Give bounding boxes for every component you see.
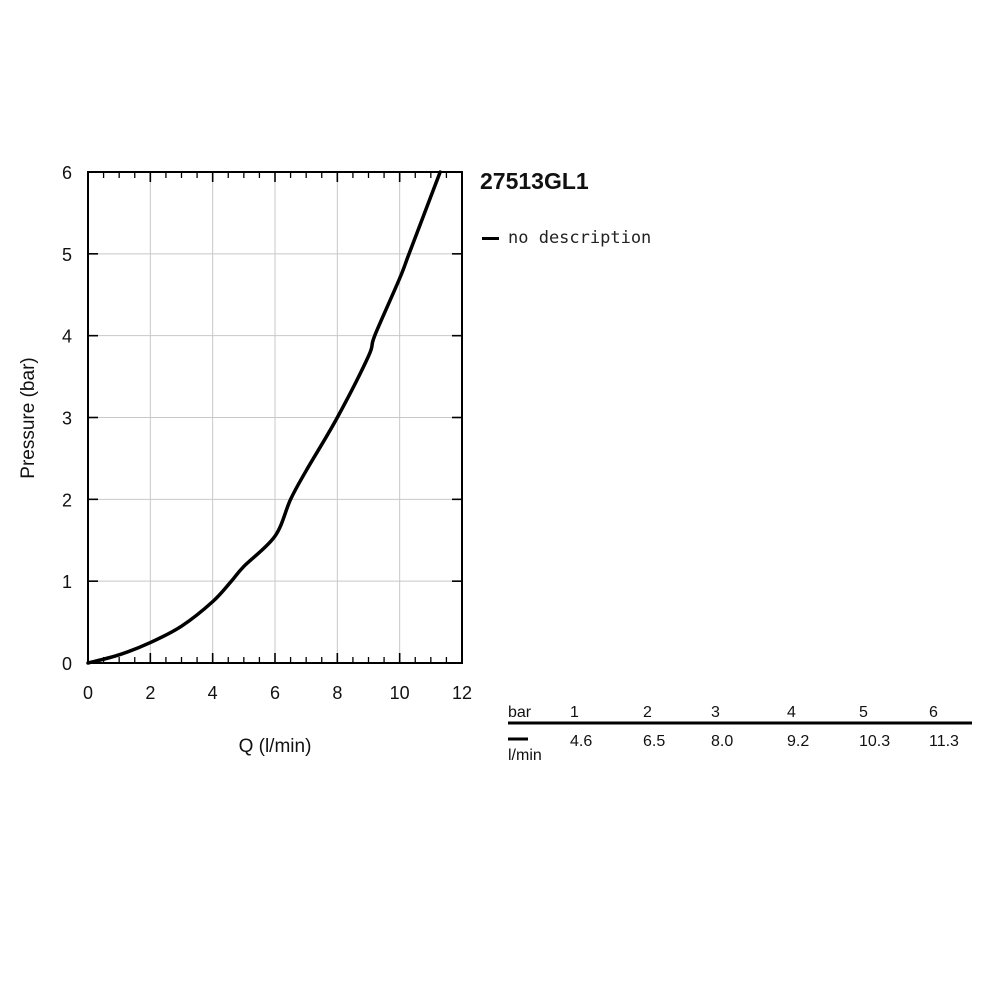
series-line-pressure-curve — [86, 170, 442, 665]
chart-title: 27513GL1 — [480, 168, 589, 194]
y-tick-label: 0 — [62, 654, 72, 674]
table-bar-value: 4 — [787, 704, 796, 721]
plot-frame — [87, 171, 463, 664]
legend-swatch — [482, 236, 499, 240]
table-header-label: bar — [508, 704, 532, 721]
table-flow-value: 8.0 — [711, 733, 734, 750]
x-tick-label: 2 — [145, 683, 155, 703]
x-tick-label: 6 — [270, 683, 280, 703]
grid-lines — [88, 172, 462, 663]
table-bar-value: 5 — [859, 704, 868, 721]
y-tick-label: 1 — [62, 572, 72, 592]
y-tick-label: 3 — [62, 409, 72, 429]
table-flow-value: 4.6 — [570, 733, 593, 750]
table-bar-value: 6 — [929, 704, 938, 721]
table-row-label: l/min — [508, 747, 542, 764]
table-bar-value: 2 — [643, 704, 652, 721]
y-tick-label: 6 — [62, 163, 72, 183]
x-axis-title: Q (l/min) — [239, 736, 312, 757]
x-tick-label: 12 — [452, 683, 472, 703]
x-tick-label: 10 — [390, 683, 410, 703]
table-flow-value: 6.5 — [643, 733, 666, 750]
table-flow-value: 10.3 — [859, 733, 891, 750]
table-bar-value: 1 — [570, 704, 579, 721]
x-tick-label: 4 — [208, 683, 218, 703]
y-tick-label: 5 — [62, 245, 72, 265]
table-flow-value: 11.3 — [929, 733, 959, 750]
x-tick-label: 0 — [83, 683, 93, 703]
table-bar-value: 3 — [711, 704, 720, 721]
table-flow-value: 9.2 — [787, 733, 810, 750]
y-tick-label: 4 — [62, 327, 72, 347]
y-axis-title: Pressure (bar) — [18, 357, 39, 478]
x-tick-label: 8 — [332, 683, 342, 703]
y-tick-label: 2 — [62, 490, 72, 510]
legend-label: no description — [508, 228, 652, 248]
legend: no description — [482, 228, 651, 248]
